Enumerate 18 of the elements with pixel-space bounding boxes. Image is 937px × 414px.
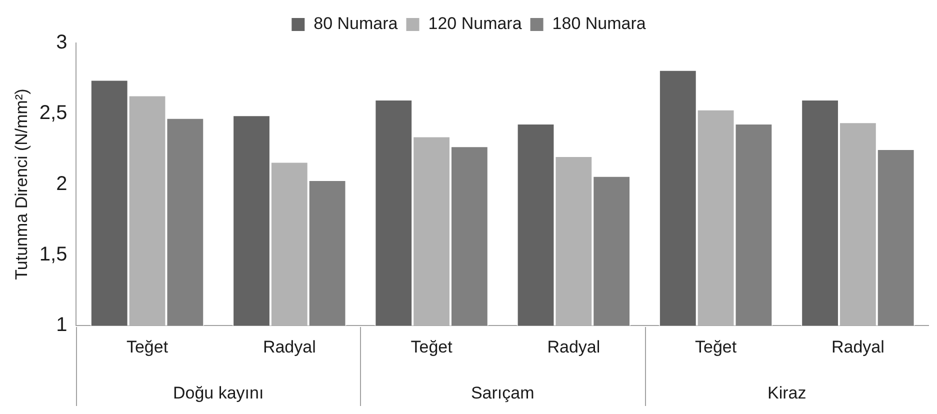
x-tick-label: Radyal (831, 337, 884, 356)
legend-label: 80 Numara (314, 14, 398, 34)
x-tick-label: Radyal (262, 337, 316, 356)
y-tick-label: 1,5 (39, 243, 68, 266)
text: Sarıçam (470, 384, 534, 403)
x-tick-label: Radyal (547, 337, 600, 356)
legend-label: 180 Numara (552, 14, 646, 34)
y-tick-label: 2 (56, 172, 68, 195)
x-tick-label: Teğet (126, 337, 168, 356)
x-tick-label: Teğet (410, 337, 453, 356)
y-tick-label: 1 (56, 314, 68, 336)
text: Kiraz (768, 384, 806, 403)
x-tick-label: Teğet (695, 337, 737, 356)
y-tick-label: 2,5 (39, 102, 68, 124)
legend-label: 120 Numara (428, 14, 522, 34)
text: Doğu kayını (172, 384, 264, 403)
y-axis-title: Tutunma Direnci (N/mm²) (12, 88, 31, 280)
y-tick-label: 3 (56, 32, 68, 54)
